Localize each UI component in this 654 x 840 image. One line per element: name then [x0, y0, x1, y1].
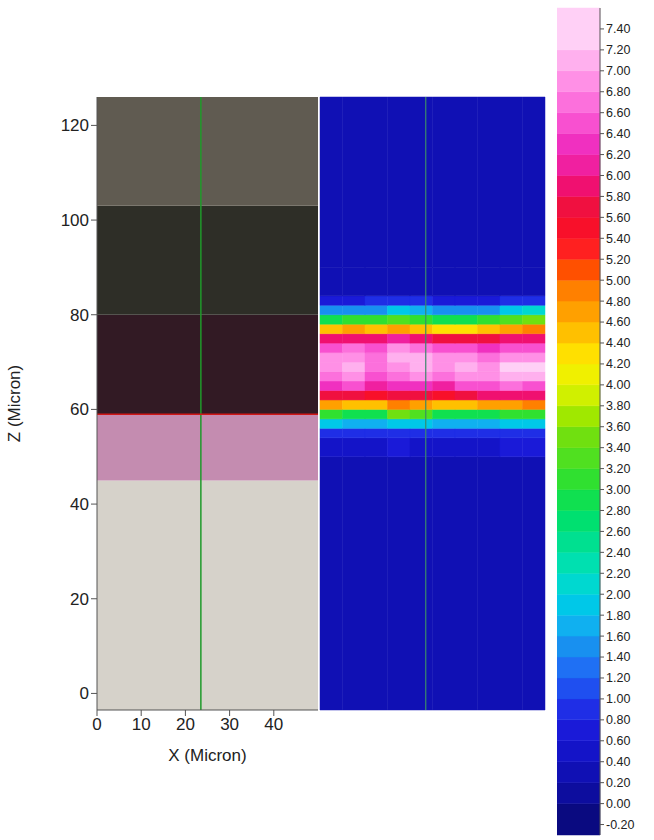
svg-text:5.40: 5.40 [606, 232, 630, 246]
svg-text:X (Micron): X (Micron) [168, 746, 246, 765]
svg-text:2.60: 2.60 [606, 525, 630, 539]
svg-text:4.40: 4.40 [606, 336, 630, 350]
svg-text:6.40: 6.40 [606, 127, 630, 141]
svg-text:4.80: 4.80 [606, 295, 630, 309]
svg-text:0.40: 0.40 [606, 755, 630, 769]
svg-text:7.00: 7.00 [606, 64, 630, 78]
svg-text:40: 40 [264, 715, 283, 734]
svg-text:4.60: 4.60 [606, 315, 630, 329]
svg-text:2.80: 2.80 [606, 504, 630, 518]
svg-text:40: 40 [70, 495, 89, 514]
svg-text:5.00: 5.00 [606, 274, 630, 288]
svg-text:4.00: 4.00 [606, 378, 630, 392]
svg-text:-0.20: -0.20 [606, 818, 635, 832]
svg-text:6.20: 6.20 [606, 148, 630, 162]
svg-text:100: 100 [61, 211, 89, 230]
svg-text:2.00: 2.00 [606, 588, 630, 602]
svg-text:20: 20 [176, 715, 195, 734]
svg-text:30: 30 [220, 715, 239, 734]
svg-text:3.60: 3.60 [606, 420, 630, 434]
svg-text:60: 60 [70, 400, 89, 419]
svg-text:0: 0 [92, 715, 101, 734]
svg-text:6.80: 6.80 [606, 85, 630, 99]
svg-text:10: 10 [132, 715, 151, 734]
svg-text:3.20: 3.20 [606, 462, 630, 476]
svg-text:7.20: 7.20 [606, 43, 630, 57]
svg-text:0.80: 0.80 [606, 713, 630, 727]
svg-text:120: 120 [61, 116, 89, 135]
svg-text:4.20: 4.20 [606, 357, 630, 371]
svg-text:6.60: 6.60 [606, 106, 630, 120]
svg-text:5.60: 5.60 [606, 211, 630, 225]
svg-text:2.20: 2.20 [606, 567, 630, 581]
svg-text:80: 80 [70, 306, 89, 325]
svg-text:20: 20 [70, 590, 89, 609]
svg-text:3.40: 3.40 [606, 441, 630, 455]
svg-text:0.60: 0.60 [606, 734, 630, 748]
svg-text:1.00: 1.00 [606, 692, 630, 706]
svg-text:0: 0 [80, 684, 89, 703]
svg-text:0.20: 0.20 [606, 776, 630, 790]
svg-text:Z (Micron): Z (Micron) [5, 365, 24, 442]
svg-text:7.40: 7.40 [606, 22, 630, 36]
svg-text:5.20: 5.20 [606, 253, 630, 267]
svg-text:1.60: 1.60 [606, 630, 630, 644]
svg-text:1.80: 1.80 [606, 609, 630, 623]
svg-text:3.00: 3.00 [606, 483, 630, 497]
svg-text:1.20: 1.20 [606, 671, 630, 685]
svg-text:0.00: 0.00 [606, 797, 630, 811]
svg-text:3.80: 3.80 [606, 399, 630, 413]
svg-text:2.40: 2.40 [606, 546, 630, 560]
svg-text:1.40: 1.40 [606, 650, 630, 664]
svg-text:5.80: 5.80 [606, 190, 630, 204]
svg-text:6.00: 6.00 [606, 169, 630, 183]
